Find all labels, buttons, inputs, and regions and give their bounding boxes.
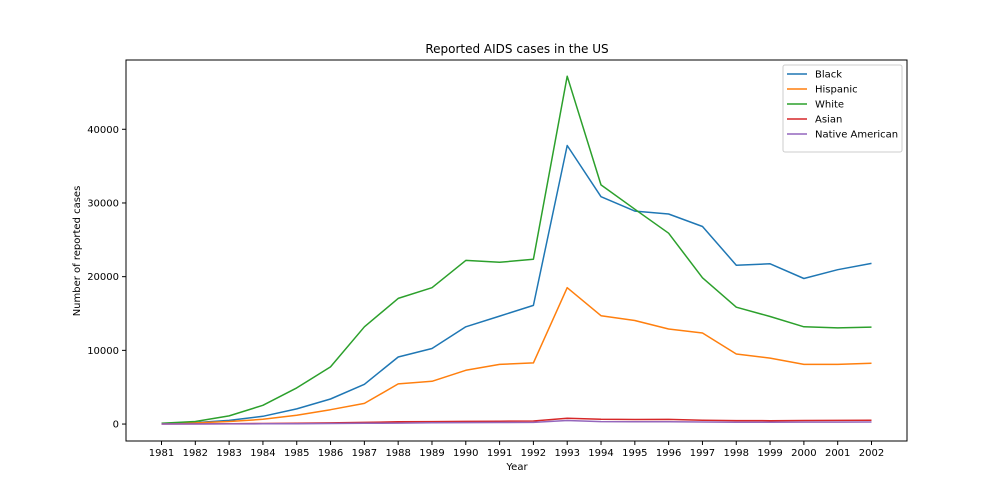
x-tick-label: 1995 [622, 448, 647, 459]
y-tick-label: 0 [113, 420, 119, 431]
y-tick-label: 10000 [87, 346, 119, 357]
legend-label-asian: Asian [815, 115, 842, 126]
x-tick-label: 1993 [554, 448, 579, 459]
x-tick-label: 1985 [284, 448, 309, 459]
x-tick-label: 1996 [656, 448, 681, 459]
x-tick-label: 1988 [385, 448, 410, 459]
x-tick-label: 1998 [724, 448, 749, 459]
legend-label-native-american: Native American [815, 130, 898, 141]
x-tick-label: 2000 [791, 448, 816, 459]
x-axis-label: Year [505, 462, 528, 473]
legend-label-black: Black [815, 70, 842, 81]
x-tick-label: 1992 [521, 448, 546, 459]
legend-box [782, 64, 903, 153]
x-tick-label: 1982 [183, 448, 208, 459]
x-tick-label: 1999 [757, 448, 782, 459]
x-tick-label: 1987 [352, 448, 377, 459]
chart-title: Reported AIDS cases in the US [425, 42, 608, 56]
series-line-native-american [161, 419, 872, 425]
x-tick-label: 1989 [419, 448, 444, 459]
y-axis-label: Number of reported cases [72, 186, 83, 317]
plot-area: 1981 1982 1983 1984 1985 1986 1987 1988 1989 1990… [87, 59, 908, 459]
y-tick-label: 40000 [87, 125, 119, 136]
x-tick-label: 1997 [690, 448, 715, 459]
x-tick-label: 1983 [216, 448, 241, 459]
y-tick-label: 20000 [87, 272, 119, 283]
y-tick-label: 30000 [87, 198, 119, 209]
x-tick-label: 2002 [859, 448, 884, 459]
x-tick-label: 2001 [825, 448, 850, 459]
x-tick-label: 1984 [250, 448, 275, 459]
series-line-white [161, 75, 872, 425]
legend-label-hispanic: Hispanic [815, 85, 858, 96]
series-line-black [161, 144, 872, 425]
series-line-hispanic [161, 286, 872, 425]
legend: Black Hispanic White Asian Native American [782, 64, 903, 153]
x-tick-label: 1991 [487, 448, 512, 459]
legend-label-white: White [815, 100, 844, 111]
plot-frame [125, 59, 908, 442]
x-tick-label: 1981 [149, 448, 174, 459]
x-tick-label: 1994 [588, 448, 613, 459]
x-tick-label: 1986 [318, 448, 343, 459]
x-tick-label: 1990 [453, 448, 478, 459]
